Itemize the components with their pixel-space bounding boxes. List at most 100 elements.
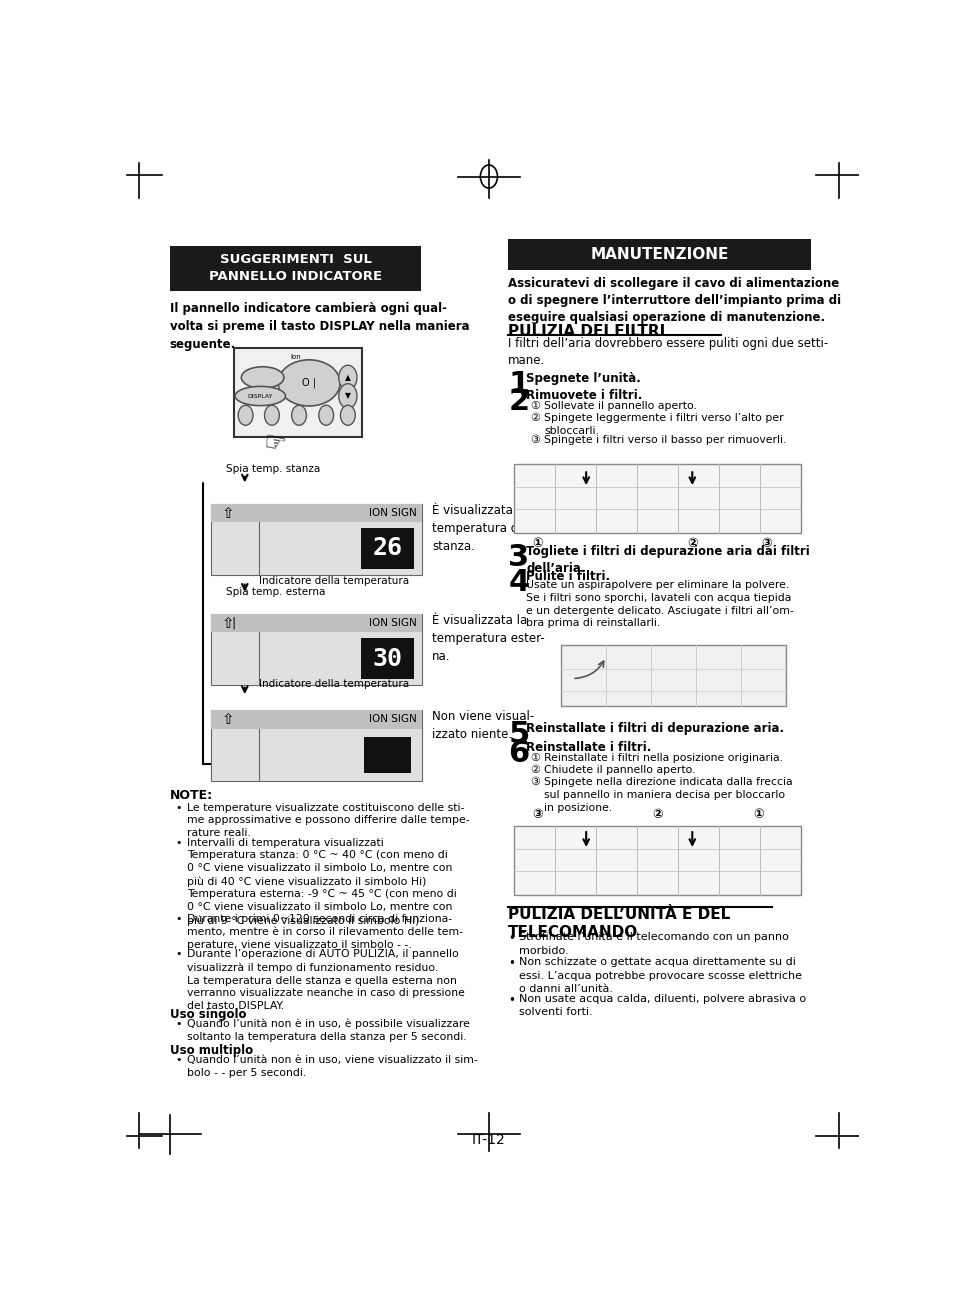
Text: Spia temp. stanza: Spia temp. stanza xyxy=(226,463,320,474)
Bar xyxy=(560,645,785,706)
Text: DISPLAY: DISPLAY xyxy=(247,393,273,398)
Bar xyxy=(211,710,421,781)
Text: Reinstallate i filtri di depurazione aria.: Reinstallate i filtri di depurazione ari… xyxy=(525,723,783,736)
Bar xyxy=(508,239,810,270)
Text: ③: ③ xyxy=(530,435,539,445)
Bar xyxy=(233,348,361,437)
Bar xyxy=(211,504,421,522)
Text: ION SIGN: ION SIGN xyxy=(369,508,416,518)
Circle shape xyxy=(238,405,253,426)
Text: Intervalli di temperatura visualizzati
Temperatura stanza: 0 °C ~ 40 °C (con men: Intervalli di temperatura visualizzati T… xyxy=(187,837,456,925)
Text: Strofinate l’unità e il telecomando con un panno
morbido.: Strofinate l’unità e il telecomando con … xyxy=(518,932,788,955)
Text: Reinstallate i filtri nella posizione originaria.: Reinstallate i filtri nella posizione or… xyxy=(543,753,782,762)
Text: Indicatore della temperatura: Indicatore della temperatura xyxy=(258,679,409,689)
Text: •: • xyxy=(508,958,515,971)
Text: Chiudete il pannello aperto.: Chiudete il pannello aperto. xyxy=(543,765,695,775)
Text: Il pannello indicatore cambierà ogni qual-
volta si preme il tasto DISPLAY nella: Il pannello indicatore cambierà ogni qua… xyxy=(170,302,469,350)
Circle shape xyxy=(292,405,306,426)
Text: 26: 26 xyxy=(372,536,402,561)
Ellipse shape xyxy=(278,360,340,406)
Text: O |: O | xyxy=(302,378,315,388)
Text: Pulite i filtri.: Pulite i filtri. xyxy=(525,570,610,583)
Text: ③: ③ xyxy=(760,536,771,549)
Text: Non viene visual-
izzato niente.: Non viene visual- izzato niente. xyxy=(432,710,534,741)
Text: MANUTENZIONE: MANUTENZIONE xyxy=(590,247,728,262)
Text: ION SIGN: ION SIGN xyxy=(369,714,416,724)
Text: PULIZIA DEI FILTRI: PULIZIA DEI FILTRI xyxy=(508,323,665,339)
Text: Indicatore della temperatura: Indicatore della temperatura xyxy=(258,576,409,585)
Text: IT-12: IT-12 xyxy=(472,1133,505,1147)
Text: •: • xyxy=(174,802,181,813)
Bar xyxy=(360,528,414,570)
Circle shape xyxy=(318,405,334,426)
Text: ②: ② xyxy=(530,765,539,775)
Text: Reinstallate i filtri.: Reinstallate i filtri. xyxy=(525,741,651,754)
Text: Le temperature visualizzate costituiscono delle sti-
me approssimative e possono: Le temperature visualizzate costituiscon… xyxy=(187,802,469,839)
Text: Rimuovete i filtri.: Rimuovete i filtri. xyxy=(525,389,641,402)
Text: SUGGERIMENTI  SUL
PANNELLO INDICATORE: SUGGERIMENTI SUL PANNELLO INDICATORE xyxy=(209,253,382,283)
Text: NOTE:: NOTE: xyxy=(170,789,213,802)
Text: ION SIGN: ION SIGN xyxy=(369,618,416,628)
Bar xyxy=(211,710,421,728)
Text: I filtri dell’aria dovrebbero essere puliti ogni due setti-
mane.: I filtri dell’aria dovrebbero essere pul… xyxy=(508,337,828,367)
Text: Quando l’unità non è in uso, è possibile visualizzare
soltanto la temperatura de: Quando l’unità non è in uso, è possibile… xyxy=(187,1019,469,1042)
Text: Non schizzate o gettate acqua direttamente su di
essi. L’acqua potrebbe provocar: Non schizzate o gettate acqua direttamen… xyxy=(518,958,801,994)
Text: |: | xyxy=(232,617,235,630)
Text: È visualizzata la
temperatura ester-
na.: È visualizzata la temperatura ester- na. xyxy=(432,614,544,663)
Text: Uso multiplo: Uso multiplo xyxy=(170,1044,253,1057)
Text: •: • xyxy=(174,914,181,924)
Text: ③: ③ xyxy=(530,778,539,787)
Text: ▼: ▼ xyxy=(345,392,351,401)
Text: ①: ① xyxy=(532,536,542,549)
Text: ☞: ☞ xyxy=(261,431,287,458)
Bar xyxy=(211,614,421,685)
Text: ▲: ▲ xyxy=(345,373,351,382)
Text: •: • xyxy=(174,949,181,959)
Text: ②: ② xyxy=(686,536,697,549)
Text: ⇧: ⇧ xyxy=(221,505,233,520)
Text: Spegnete l’unità.: Spegnete l’unità. xyxy=(525,373,640,386)
Ellipse shape xyxy=(241,367,284,388)
Bar xyxy=(170,245,421,291)
Bar xyxy=(364,737,410,772)
Bar xyxy=(514,826,801,894)
Circle shape xyxy=(340,405,355,426)
Text: È visualizzata la
temperatura della
stanza.: È visualizzata la temperatura della stan… xyxy=(432,504,539,553)
Text: 5: 5 xyxy=(508,720,529,749)
Text: Uso singolo: Uso singolo xyxy=(170,1009,246,1022)
Text: ②: ② xyxy=(652,809,662,822)
Text: •: • xyxy=(174,1055,181,1066)
Text: Sollevate il pannello aperto.: Sollevate il pannello aperto. xyxy=(543,401,696,410)
Text: Durante l’operazione di AUTO PULIZIA, il pannello
visualizzrà il tempo di funzio: Durante l’operazione di AUTO PULIZIA, il… xyxy=(187,949,464,1011)
Bar xyxy=(211,614,421,632)
Text: ①: ① xyxy=(752,809,762,822)
Text: 6: 6 xyxy=(508,739,529,767)
Text: 30: 30 xyxy=(372,646,402,671)
Text: ②: ② xyxy=(530,413,539,423)
Text: Spia temp. esterna: Spia temp. esterna xyxy=(226,587,325,597)
Text: •: • xyxy=(174,1019,181,1029)
Text: Spingete nella direzione indicata dalla freccia
sul pannello in maniera decisa p: Spingete nella direzione indicata dalla … xyxy=(543,778,792,813)
Circle shape xyxy=(264,405,279,426)
Bar xyxy=(211,504,421,575)
Text: ①: ① xyxy=(530,401,539,410)
Text: ⇧: ⇧ xyxy=(221,711,233,727)
Text: •: • xyxy=(508,993,515,1006)
Text: ①: ① xyxy=(530,753,539,762)
Text: Durante i primi 0~120 secondi circa di funziona-
mento, mentre è in corso il ril: Durante i primi 0~120 secondi circa di f… xyxy=(187,914,462,950)
Text: Togliete i filtri di depurazione aria dai filtri
dell’aria.: Togliete i filtri di depurazione aria da… xyxy=(525,545,809,575)
Text: ③: ③ xyxy=(532,809,542,822)
Text: 3: 3 xyxy=(508,543,529,572)
Ellipse shape xyxy=(234,387,285,405)
Text: 2: 2 xyxy=(508,387,529,415)
Text: •: • xyxy=(508,932,515,945)
Text: Quando l’unità non è in uso, viene visualizzato il sim-
bolo - - per 5 secondi.: Quando l’unità non è in uso, viene visua… xyxy=(187,1055,476,1077)
Text: ⇧: ⇧ xyxy=(221,615,233,631)
Text: Spingete leggermente i filtri verso l’alto per
sbloccarli.: Spingete leggermente i filtri verso l’al… xyxy=(543,413,782,436)
Circle shape xyxy=(338,384,356,409)
Text: Usate un aspirapolvere per eliminare la polvere.
Se i filtri sono sporchi, lavat: Usate un aspirapolvere per eliminare la … xyxy=(525,580,793,628)
Bar xyxy=(360,637,414,679)
Text: 1: 1 xyxy=(508,370,529,398)
Text: 4: 4 xyxy=(508,567,529,597)
Text: Spingete i filtri verso il basso per rimuoverli.: Spingete i filtri verso il basso per rim… xyxy=(543,435,785,445)
